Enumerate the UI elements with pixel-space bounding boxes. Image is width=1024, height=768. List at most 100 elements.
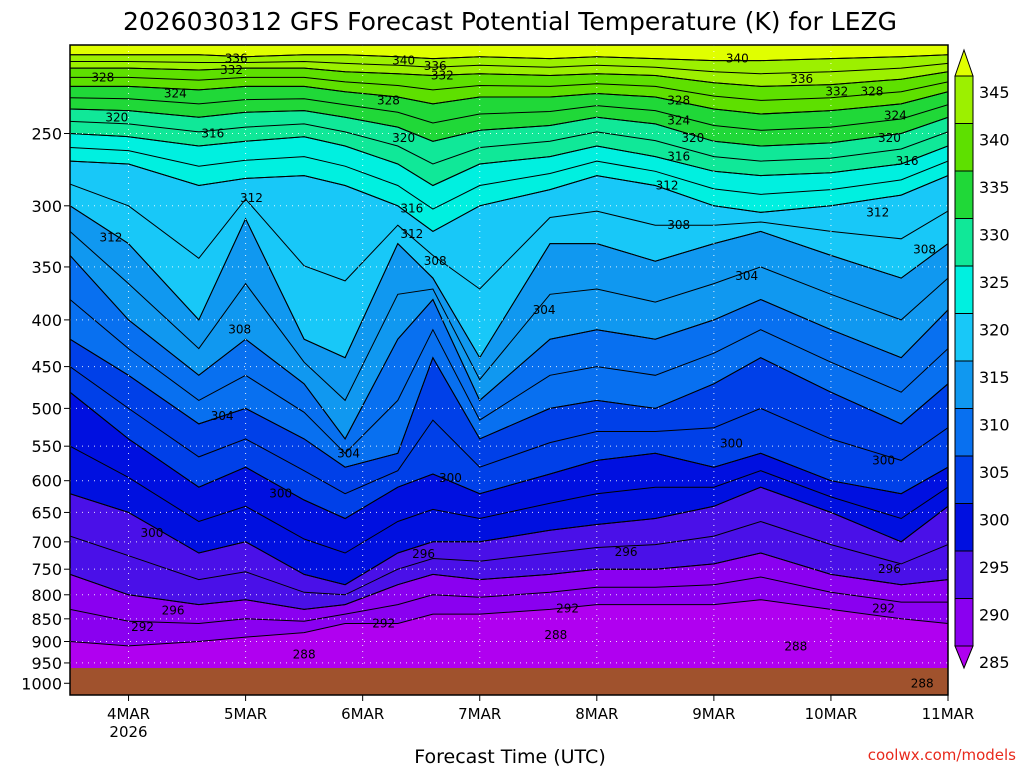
contour-line [70, 108, 948, 147]
colorbar-swatch [954, 550, 974, 599]
contour-label: 336 [225, 52, 248, 66]
contour-lines [70, 54, 948, 647]
x-axis: 4MAR 5MAR 6MAR 7MAR 8MAR 9MAR 10MAR 11MAR [107, 695, 974, 723]
contour-label: 332 [825, 85, 848, 99]
contour-label: 328 [860, 85, 883, 99]
contour-label: 296 [412, 547, 435, 561]
contour-label: 312 [656, 178, 679, 192]
contour-label: 304 [533, 303, 556, 317]
y-tick-label: 800 [31, 586, 62, 605]
contour-label: 320 [392, 131, 415, 145]
x-tick-label: 9MAR [692, 705, 735, 723]
contour-label: 304 [735, 269, 758, 283]
x-tick-label: 11MAR [922, 705, 975, 723]
contour-label: 296 [162, 603, 185, 617]
colorbar-tick-label: 320 [979, 321, 1010, 340]
colorbar-tick-label: 295 [979, 558, 1010, 577]
colorbar-swatch [954, 265, 974, 314]
colorbar-swatch [954, 455, 974, 504]
colorbar-tick-label: 310 [979, 416, 1010, 435]
contour-label: 320 [878, 131, 901, 145]
y-axis: 250 300 350 400 450 500 550 600 650 700 750 800 850 9… [21, 124, 70, 693]
contour-line [70, 67, 948, 87]
contour-label: 312 [240, 191, 263, 205]
colorbar-swatch [954, 170, 974, 219]
contour-label: 292 [372, 616, 395, 630]
colorbar-tick-label: 335 [979, 178, 1010, 197]
colorbar-swatch [954, 503, 974, 552]
colorbar-swatch [954, 408, 974, 457]
colorbar-swatch [954, 313, 974, 362]
contour-line [70, 599, 948, 647]
grid-lines [70, 45, 948, 695]
y-tick-label: 900 [31, 632, 62, 651]
contour-label: 308 [913, 243, 936, 257]
contour-line [70, 445, 948, 554]
colorbar-tick-label: 300 [979, 511, 1010, 530]
contour-label: 316 [896, 154, 919, 168]
chart-title: 2026030312 GFS Forecast Potential Temper… [123, 7, 897, 36]
contour-label: 312 [866, 205, 889, 219]
colorbar-swatch [954, 48, 974, 77]
contour-label: 288 [293, 647, 316, 661]
contour-label: 300 [720, 436, 743, 450]
contour-label: 308 [424, 254, 447, 268]
contour-label: 336 [790, 72, 813, 86]
contour-line [70, 97, 948, 131]
contour-line [70, 338, 948, 468]
contour-label: 288 [544, 628, 567, 642]
contour-label: 308 [228, 323, 251, 337]
colorbar-tick-label: 305 [979, 463, 1010, 482]
y-tick-label: 550 [31, 437, 62, 456]
contour-label: 316 [400, 201, 423, 215]
contour-label: 336 [424, 59, 447, 73]
colorbar-tick-label: 290 [979, 606, 1010, 625]
y-tick-label: 400 [31, 311, 62, 330]
y-tick-label: 950 [31, 654, 62, 673]
contour-label: 296 [615, 545, 638, 559]
contour-label: 288 [784, 640, 807, 654]
temperature-bands [70, 45, 948, 695]
y-tick-label: 450 [31, 358, 62, 377]
colorbar-swatch [954, 218, 974, 267]
x-tick-year: 2026 [109, 723, 147, 741]
contour-label: 332 [431, 69, 454, 83]
contour-line [70, 183, 948, 290]
credit-text: coolwx.com/models [868, 746, 1016, 764]
contour-line [70, 160, 948, 232]
y-tick-label: 650 [31, 503, 62, 522]
contour-line [70, 133, 948, 187]
contour-line [70, 85, 948, 115]
contour-label: 304 [211, 409, 234, 423]
colorbar-tick-label: 325 [979, 273, 1010, 292]
contour-line [70, 60, 948, 75]
contour-line [70, 54, 948, 62]
contour-label: 292 [556, 601, 579, 615]
colorbar-tick-label: 330 [979, 226, 1010, 245]
colorbar-swatch [954, 645, 974, 670]
contour-label: 312 [400, 227, 423, 241]
contour-label: 288 [911, 676, 934, 690]
y-tick-label: 500 [31, 399, 62, 418]
contour-label: 292 [131, 620, 154, 634]
contour-label: 320 [681, 131, 704, 145]
y-tick-label: 850 [31, 610, 62, 629]
contour-label: 320 [105, 110, 128, 124]
contour-label: 328 [91, 70, 114, 84]
contour-line [70, 147, 948, 210]
contour-label: 328 [667, 93, 690, 107]
contour-label: 300 [140, 526, 163, 540]
y-tick-label: 350 [31, 258, 62, 277]
contour-label: 324 [667, 114, 690, 128]
colorbar-swatch [954, 75, 974, 124]
y-tick-label: 700 [31, 533, 62, 552]
y-tick-label: 300 [31, 197, 62, 216]
colorbar-swatch [954, 598, 974, 647]
contour-label: 324 [884, 109, 907, 123]
contour-label: 340 [726, 52, 749, 66]
contour-label: 300 [439, 471, 462, 485]
x-tick-label: 6MAR [341, 705, 384, 723]
contour-line [70, 391, 948, 520]
colorbar-swatch [954, 123, 974, 172]
